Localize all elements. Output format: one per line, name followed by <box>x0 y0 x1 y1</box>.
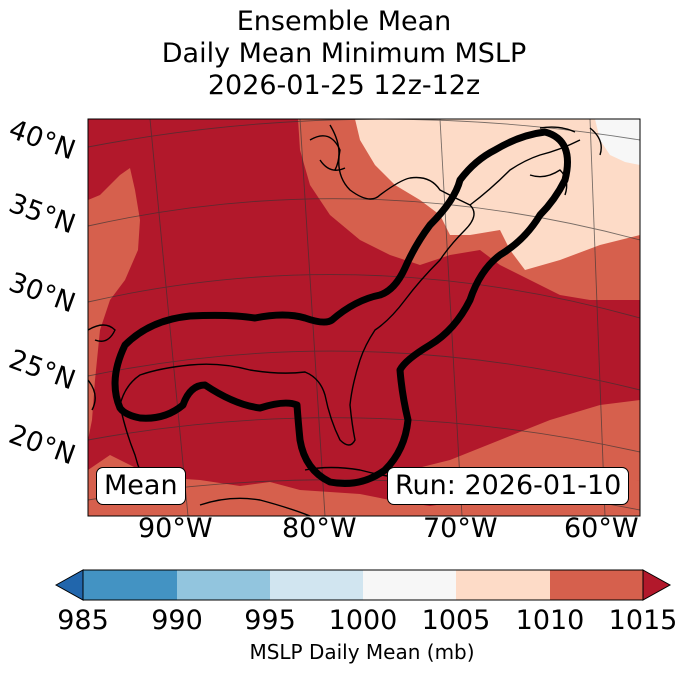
map-frame <box>87 118 641 517</box>
pressure-field-1005-1010-west <box>88 168 140 440</box>
colorbar-extend-high <box>642 569 672 601</box>
colorbar-label: MSLP Daily Mean (mb) <box>249 640 475 664</box>
mean-label-box: Mean <box>96 467 186 505</box>
colorbar-bin-1005-1010 <box>456 570 550 600</box>
colorbar-tick-995: 995 <box>244 605 296 636</box>
colorbar-bin-995-1000 <box>270 570 363 600</box>
colorbar-tick-1015: 1015 <box>608 605 678 636</box>
colorbar-bin-1010-1015 <box>550 570 643 600</box>
colorbar-bin-1000-1005 <box>363 570 456 600</box>
colorbar-extend-low <box>54 569 84 601</box>
lon-label-70w: 70°W <box>423 513 498 544</box>
title-line-2: Daily Mean Minimum MSLP <box>161 38 527 69</box>
colorbar-bin-985-990 <box>83 570 177 600</box>
colorbar-bin-990-995 <box>177 570 270 600</box>
colorbar-tick-1005: 1005 <box>421 605 491 636</box>
run-date-box: Run: 2026-01-10 <box>387 467 630 505</box>
colorbar-tick-1000: 1000 <box>328 605 398 636</box>
colorbar-tick-985: 985 <box>57 605 109 636</box>
colorbar-tick-1010: 1010 <box>515 605 585 636</box>
pressure-field-below-1000 <box>595 119 640 165</box>
lon-label-60w: 60°W <box>564 513 639 544</box>
colorbar-frame <box>82 569 644 601</box>
title-line-1: Ensemble Mean <box>236 6 452 37</box>
ensemble-outline <box>111 128 571 487</box>
lon-label-80w: 80°W <box>282 513 357 544</box>
lon-label-90w: 90°W <box>138 513 213 544</box>
title-line-3: 2026-01-25 12z-12z <box>207 70 481 101</box>
colorbar-tick-990: 990 <box>151 605 203 636</box>
